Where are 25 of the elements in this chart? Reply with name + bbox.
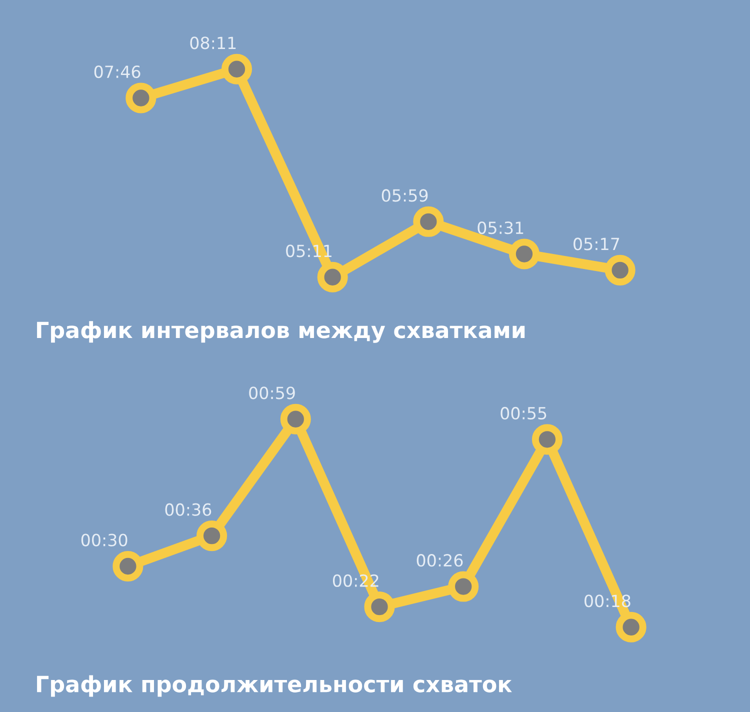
data-label: 08:11 <box>190 36 236 50</box>
point <box>364 592 395 622</box>
data-label: 00:59 <box>249 386 295 400</box>
point <box>112 550 144 582</box>
data-label: 07:46 <box>94 66 140 78</box>
point <box>448 571 479 602</box>
point <box>413 206 444 237</box>
data-label: 05:31 <box>478 222 524 234</box>
point <box>196 520 228 552</box>
point <box>280 404 311 434</box>
data-label: 05:59 <box>382 189 428 202</box>
point <box>604 254 636 286</box>
point <box>532 424 562 455</box>
point <box>126 82 156 114</box>
data-label: 00:30 <box>81 534 128 546</box>
data-label: 00:26 <box>416 554 463 567</box>
data-label: 05:17 <box>574 238 620 250</box>
point <box>508 238 540 270</box>
data-label: 00:36 <box>165 503 212 516</box>
point <box>317 262 348 292</box>
text: График продолжительности схваток <box>37 675 512 697</box>
point <box>221 54 252 84</box>
text: График интервалов между схватками <box>37 321 525 343</box>
data-label: 00:55 <box>500 406 546 420</box>
point <box>616 612 646 642</box>
